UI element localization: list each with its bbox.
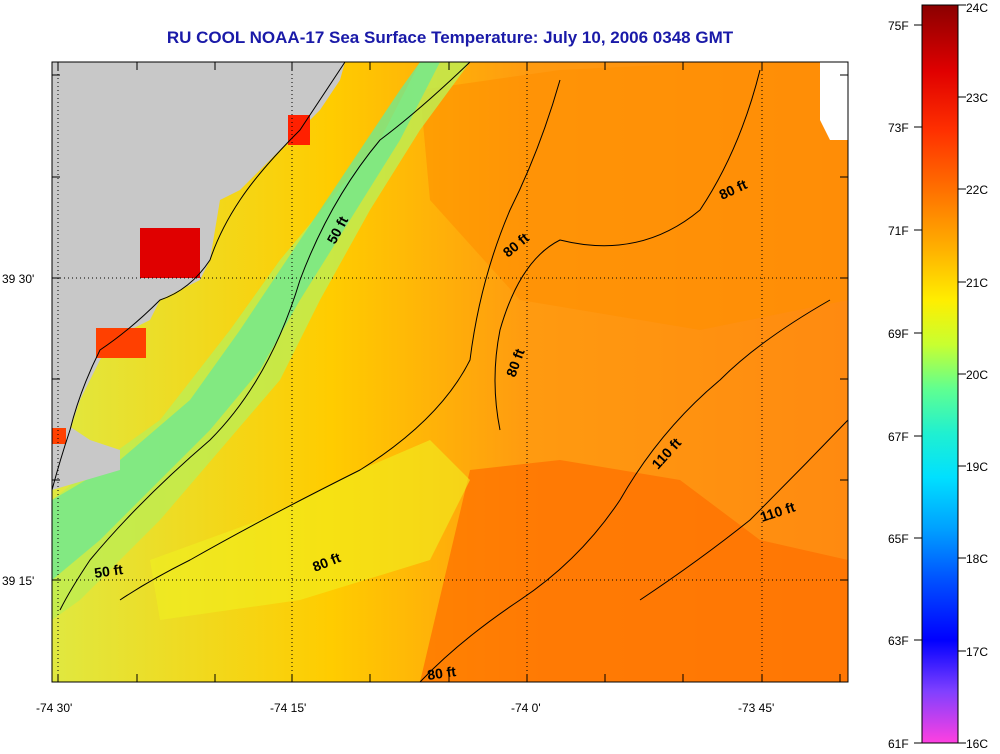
lon-label: -74 15' <box>270 701 306 715</box>
celsius-label: 21C <box>966 276 988 290</box>
lon-label: -74 30' <box>36 701 72 715</box>
map-title: RU COOL NOAA-17 Sea Surface Temperature:… <box>166 28 734 47</box>
lat-label: 39 30' <box>2 272 34 286</box>
contour-label: 80 ft <box>426 663 457 683</box>
fahrenheit-label: 73F <box>888 121 909 135</box>
coastline <box>52 62 346 491</box>
colorbar-gradient <box>921 4 959 744</box>
contour-label: 50 ft <box>93 561 124 581</box>
fahrenheit-label: 65F <box>888 532 909 546</box>
axis-ticks <box>52 62 848 682</box>
colorbar: 75F 73F 71F 69F 67F 65F 63F 61F 24C 23C … <box>888 1 988 751</box>
fahrenheit-label: 71F <box>888 224 909 238</box>
contour-110ft <box>419 299 831 682</box>
mid-shelf-band <box>150 440 470 620</box>
hot-patch <box>140 228 200 278</box>
contour-50ft <box>59 62 471 611</box>
fahrenheit-label: 61F <box>888 737 909 751</box>
data-gap-ne <box>820 62 848 140</box>
lon-label: -74 0' <box>511 701 541 715</box>
colorbar-ticks <box>914 4 966 744</box>
celsius-label: 22C <box>966 183 988 197</box>
contour-80ft-east <box>494 69 761 431</box>
contour-80ft-west <box>119 79 561 601</box>
celsius-label: 18C <box>966 552 988 566</box>
celsius-label: 24C <box>966 1 988 15</box>
map-frame <box>51 61 849 683</box>
fahrenheit-label: 75F <box>888 19 909 33</box>
celsius-label: 20C <box>966 368 988 382</box>
celsius-label: 19C <box>966 460 988 474</box>
fahrenheit-label: 67F <box>888 430 909 444</box>
lat-label: 39 15' <box>2 574 34 588</box>
celsius-label: 23C <box>966 91 988 105</box>
celsius-label: 17C <box>966 645 988 659</box>
map-area <box>52 62 848 682</box>
fahrenheit-label: 63F <box>888 634 909 648</box>
celsius-label: 16C <box>966 737 988 751</box>
land-south <box>52 300 120 490</box>
graticule <box>52 62 848 682</box>
bathymetry-contours <box>52 62 848 682</box>
hot-patch-edge <box>52 428 66 444</box>
lon-label: -73 45' <box>738 701 774 715</box>
contour-110ft-east <box>639 419 848 601</box>
fahrenheit-label: 69F <box>888 327 909 341</box>
hot-patch-south <box>96 328 146 358</box>
